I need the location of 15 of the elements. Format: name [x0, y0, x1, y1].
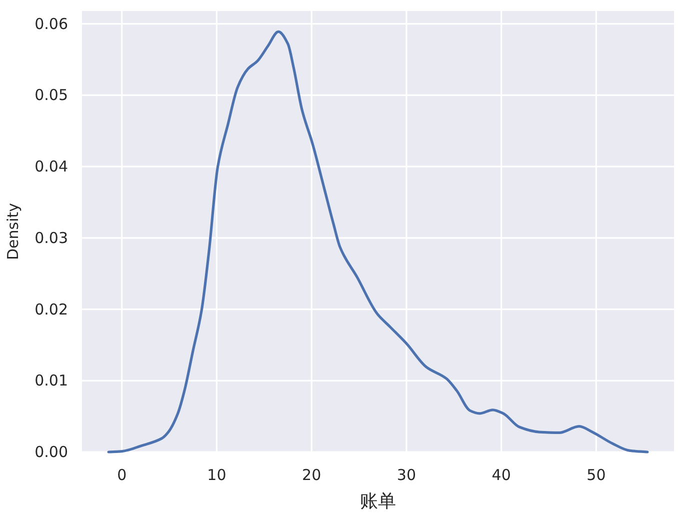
y-tick: 0.04	[34, 158, 68, 176]
x-tick: 0	[117, 466, 127, 484]
x-tick: 40	[492, 466, 511, 484]
xlabel: 账单	[360, 491, 396, 512]
y-tick: 0.01	[34, 372, 68, 390]
y-tick: 0.05	[34, 86, 68, 104]
y-tick: 0.06	[34, 14, 68, 33]
x-tick: 30	[396, 466, 416, 484]
y-tick: 0.03	[34, 228, 68, 247]
x-tick: 10	[207, 466, 226, 484]
x-tick: 50	[586, 466, 606, 484]
ylabel: Density	[4, 202, 22, 260]
y-tick: 0.00	[34, 443, 68, 461]
y-tick: 0.02	[34, 300, 68, 318]
x-tick: 20	[302, 466, 322, 484]
